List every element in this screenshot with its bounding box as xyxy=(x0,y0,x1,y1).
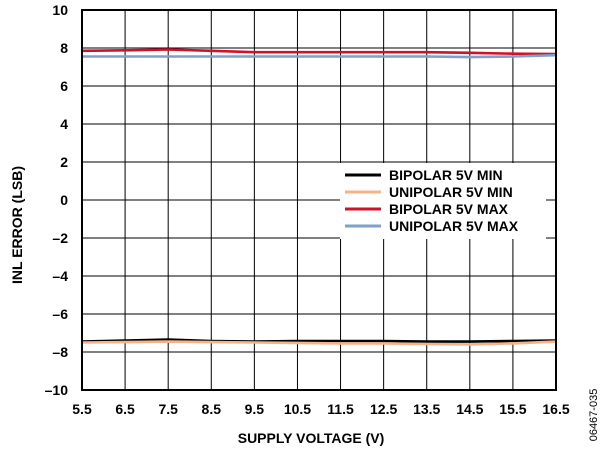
plot-frame xyxy=(81,9,557,391)
x-tick-label: 7.5 xyxy=(158,401,178,417)
x-tick-labels: 5.5 6.5 7.5 8.5 9.5 10.5 11.5 12.5 13.5 14.5 15.5 1… xyxy=(72,401,570,417)
y-tick-label: 2 xyxy=(60,154,68,170)
x-tick-label: 10.5 xyxy=(284,401,311,417)
x-tick-label: 8.5 xyxy=(202,401,222,417)
y-tick-label: 0 xyxy=(60,192,68,208)
x-tick-label: 11.5 xyxy=(327,401,354,417)
figure-id: 06467-035 xyxy=(588,389,600,442)
legend-label: UNIPOLAR 5V MAX xyxy=(389,218,519,234)
series-line-3 xyxy=(81,48,557,56)
y-tick-label: –6 xyxy=(52,306,68,322)
y-tick-label: 6 xyxy=(60,78,68,94)
x-tick-label: 5.5 xyxy=(72,401,92,417)
y-tick-label: –4 xyxy=(52,268,68,284)
y-tick-labels: 10 8 6 4 2 0 –2 –4 –6 –8 –10 xyxy=(45,2,69,398)
series-line-4 xyxy=(82,53,557,59)
x-tick-label: 13.5 xyxy=(413,401,440,417)
y-tick-label: 8 xyxy=(60,40,68,56)
y-tick-label: 10 xyxy=(52,2,68,18)
x-tick-label: 16.5 xyxy=(542,401,569,417)
y-tick-label: –8 xyxy=(52,344,68,360)
legend-label: UNIPOLAR 5V MIN xyxy=(389,184,513,200)
legend-label: BIPOLAR 5V MAX xyxy=(389,201,509,217)
y-axis-label: INL ERROR (LSB) xyxy=(9,166,25,284)
x-tick-label: 6.5 xyxy=(115,401,135,417)
x-tick-label: 14.5 xyxy=(456,401,483,417)
series-line-2 xyxy=(81,340,557,346)
legend-label: BIPOLAR 5V MIN xyxy=(389,167,503,183)
grid xyxy=(82,10,556,390)
y-tick-label: –2 xyxy=(52,230,68,246)
series-lines xyxy=(81,48,557,346)
x-tick-label: 9.5 xyxy=(245,401,265,417)
y-tick-label: 4 xyxy=(60,116,68,132)
series-line-1 xyxy=(81,338,557,343)
y-tick-label: –10 xyxy=(45,382,69,398)
x-tick-label: 15.5 xyxy=(499,401,526,417)
x-tick-label: 12.5 xyxy=(370,401,397,417)
x-axis-label: SUPPLY VOLTAGE (V) xyxy=(238,430,385,446)
